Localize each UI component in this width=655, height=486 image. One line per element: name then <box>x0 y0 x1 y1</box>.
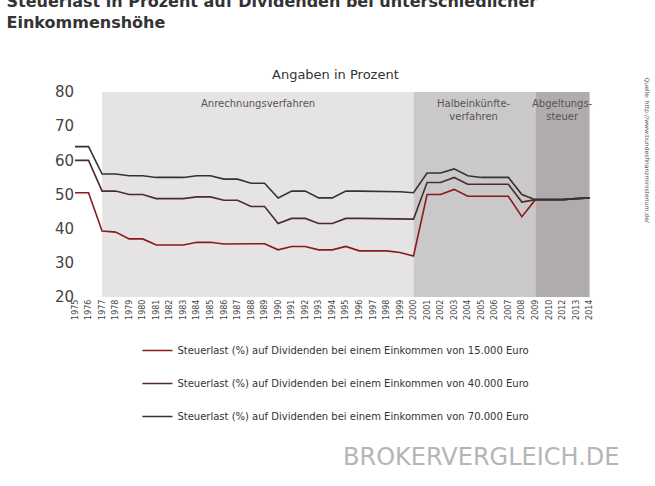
svg-text:Angaben in Prozent: Angaben in Prozent <box>272 67 399 82</box>
svg-text:2006: 2006 <box>490 300 499 320</box>
svg-text:1980: 1980 <box>138 300 147 320</box>
svg-text:2000: 2000 <box>409 300 418 320</box>
svg-text:1997: 1997 <box>369 300 378 320</box>
svg-text:Steuerlast (%) auf Dividenden: Steuerlast (%) auf Dividenden bei einem … <box>177 378 528 389</box>
svg-text:2005: 2005 <box>477 300 486 320</box>
svg-text:1998: 1998 <box>382 300 391 320</box>
svg-text:Steuerlast (%) auf Dividenden: Steuerlast (%) auf Dividenden bei einem … <box>177 411 528 422</box>
svg-text:1999: 1999 <box>396 300 405 320</box>
svg-text:1975: 1975 <box>71 300 80 320</box>
svg-text:Quelle: http://www.bundesfinan: Quelle: http://www.bundesfinanzministeri… <box>643 78 651 224</box>
svg-text:1984: 1984 <box>192 300 201 320</box>
svg-text:1994: 1994 <box>328 300 337 320</box>
svg-text:Halbeinkünfte-verfahren: Halbeinkünfte-verfahren <box>437 98 511 122</box>
svg-text:30: 30 <box>55 254 74 272</box>
svg-text:1982: 1982 <box>165 300 174 320</box>
svg-text:1979: 1979 <box>125 300 134 320</box>
svg-text:2012: 2012 <box>558 300 567 320</box>
svg-text:40: 40 <box>55 220 74 238</box>
svg-text:1989: 1989 <box>260 300 269 320</box>
svg-text:2004: 2004 <box>463 300 472 320</box>
svg-text:1990: 1990 <box>274 300 283 320</box>
svg-text:2002: 2002 <box>436 300 445 320</box>
svg-text:2010: 2010 <box>545 300 554 320</box>
svg-text:2013: 2013 <box>572 300 581 320</box>
svg-text:1977: 1977 <box>98 300 107 320</box>
svg-text:1978: 1978 <box>111 300 120 320</box>
svg-text:1988: 1988 <box>247 300 256 320</box>
svg-text:Steuerlast (%) auf Dividenden: Steuerlast (%) auf Dividenden bei einem … <box>177 345 528 356</box>
svg-text:1995: 1995 <box>341 300 350 320</box>
svg-text:1992: 1992 <box>301 300 310 320</box>
svg-text:50: 50 <box>55 186 74 204</box>
svg-text:1987: 1987 <box>233 300 242 320</box>
svg-text:2003: 2003 <box>450 300 459 320</box>
svg-text:1983: 1983 <box>179 300 188 320</box>
svg-text:2001: 2001 <box>423 300 432 320</box>
svg-text:1993: 1993 <box>314 300 323 320</box>
svg-text:2009: 2009 <box>531 300 540 320</box>
svg-text:2008: 2008 <box>517 300 526 320</box>
svg-text:1996: 1996 <box>355 300 364 320</box>
svg-text:1991: 1991 <box>287 300 296 320</box>
svg-text:1986: 1986 <box>220 300 229 320</box>
svg-text:1981: 1981 <box>152 300 161 320</box>
svg-text:2014: 2014 <box>585 300 594 320</box>
svg-text:1985: 1985 <box>206 300 215 320</box>
svg-text:80: 80 <box>55 83 74 101</box>
svg-text:2007: 2007 <box>504 300 513 320</box>
svg-text:70: 70 <box>55 117 74 135</box>
svg-text:60: 60 <box>55 152 74 170</box>
svg-text:Steuerlast in Prozent auf Divi: Steuerlast in Prozent auf Dividenden bei… <box>7 0 538 32</box>
svg-text:Anrechnungsverfahren: Anrechnungsverfahren <box>201 98 315 109</box>
svg-text:Abgeltungs-steuer: Abgeltungs-steuer <box>532 98 593 122</box>
svg-text:BROKERVERGLEICH.DE: BROKERVERGLEICH.DE <box>343 443 619 471</box>
svg-text:1976: 1976 <box>84 300 93 320</box>
svg-text:20: 20 <box>55 288 74 306</box>
